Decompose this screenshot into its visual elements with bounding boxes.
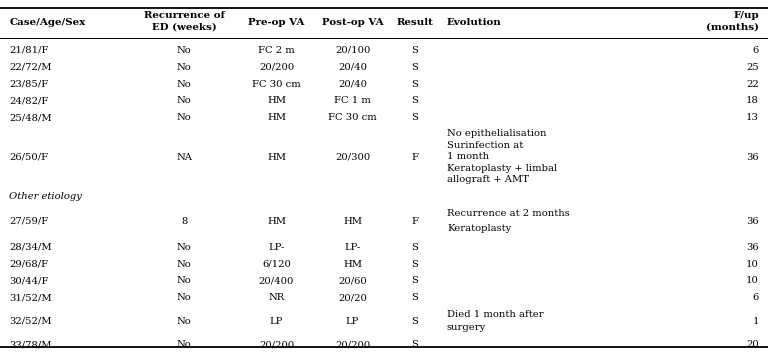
Text: 20/40: 20/40 bbox=[338, 79, 367, 89]
Text: ED (weeks): ED (weeks) bbox=[152, 22, 217, 31]
Text: 8: 8 bbox=[181, 217, 187, 226]
Text: S: S bbox=[412, 46, 418, 55]
Text: 20/40: 20/40 bbox=[338, 62, 367, 72]
Text: No: No bbox=[177, 276, 192, 286]
Text: 28/34/M: 28/34/M bbox=[9, 243, 52, 252]
Text: 36: 36 bbox=[746, 217, 759, 226]
Text: LP: LP bbox=[270, 317, 283, 326]
Text: No: No bbox=[177, 293, 192, 303]
Text: 20/60: 20/60 bbox=[338, 276, 367, 286]
Text: Keratoplasty + limbal: Keratoplasty + limbal bbox=[447, 164, 557, 173]
Text: No: No bbox=[177, 259, 192, 269]
Text: 26/50/F: 26/50/F bbox=[9, 153, 48, 162]
Text: allograft + AMT: allograft + AMT bbox=[447, 175, 529, 185]
Text: 23/85/F: 23/85/F bbox=[9, 79, 48, 89]
Text: HM: HM bbox=[343, 259, 362, 269]
Text: (months): (months) bbox=[706, 22, 759, 31]
Text: FC 2 m: FC 2 m bbox=[258, 46, 295, 55]
Text: LP: LP bbox=[346, 317, 359, 326]
Text: 31/52/M: 31/52/M bbox=[9, 293, 52, 303]
Text: 20/400: 20/400 bbox=[259, 276, 294, 286]
Text: 10: 10 bbox=[746, 259, 759, 269]
Text: S: S bbox=[412, 96, 418, 106]
Text: 20/300: 20/300 bbox=[335, 153, 370, 162]
Text: No: No bbox=[177, 113, 192, 122]
Text: 1: 1 bbox=[753, 317, 759, 326]
Text: S: S bbox=[412, 113, 418, 122]
Text: 25: 25 bbox=[746, 62, 759, 72]
Text: S: S bbox=[412, 276, 418, 286]
Text: S: S bbox=[412, 62, 418, 72]
Text: No: No bbox=[177, 96, 192, 106]
Text: 6: 6 bbox=[753, 46, 759, 55]
Text: No: No bbox=[177, 243, 192, 252]
Text: surgery: surgery bbox=[447, 323, 486, 332]
Text: HM: HM bbox=[267, 217, 286, 226]
Text: S: S bbox=[412, 293, 418, 303]
Text: 29/68/F: 29/68/F bbox=[9, 259, 48, 269]
Text: 20/200: 20/200 bbox=[335, 340, 370, 349]
Text: F: F bbox=[411, 153, 419, 162]
Text: 20/100: 20/100 bbox=[335, 46, 370, 55]
Text: 27/59/F: 27/59/F bbox=[9, 217, 48, 226]
Text: 1 month: 1 month bbox=[447, 152, 489, 161]
Text: FC 30 cm: FC 30 cm bbox=[252, 79, 301, 89]
Text: F: F bbox=[411, 217, 419, 226]
Text: Surinfection at: Surinfection at bbox=[447, 140, 523, 150]
Text: 36: 36 bbox=[746, 243, 759, 252]
Text: 20/20: 20/20 bbox=[338, 293, 367, 303]
Text: 22/72/M: 22/72/M bbox=[9, 62, 51, 72]
Text: Died 1 month after: Died 1 month after bbox=[447, 310, 544, 319]
Text: 20: 20 bbox=[746, 340, 759, 349]
Text: S: S bbox=[412, 243, 418, 252]
Text: 6: 6 bbox=[753, 293, 759, 303]
Text: Case/Age/Sex: Case/Age/Sex bbox=[9, 18, 85, 28]
Text: Post-op VA: Post-op VA bbox=[322, 18, 383, 28]
Text: 18: 18 bbox=[746, 96, 759, 106]
Text: 13: 13 bbox=[746, 113, 759, 122]
Text: 36: 36 bbox=[746, 153, 759, 162]
Text: NA: NA bbox=[177, 153, 192, 162]
Text: FC 1 m: FC 1 m bbox=[334, 96, 371, 106]
Text: 30/44/F: 30/44/F bbox=[9, 276, 48, 286]
Text: No: No bbox=[177, 46, 192, 55]
Text: NR: NR bbox=[268, 293, 285, 303]
Text: LP-: LP- bbox=[344, 243, 361, 252]
Text: Evolution: Evolution bbox=[447, 18, 502, 28]
Text: 6/120: 6/120 bbox=[262, 259, 291, 269]
Text: HM: HM bbox=[267, 113, 286, 122]
Text: HM: HM bbox=[343, 217, 362, 226]
Text: No: No bbox=[177, 62, 192, 72]
Text: LP-: LP- bbox=[268, 243, 285, 252]
Text: HM: HM bbox=[267, 153, 286, 162]
Text: No epithelialisation: No epithelialisation bbox=[447, 129, 547, 138]
Text: S: S bbox=[412, 317, 418, 326]
Text: Other etiology: Other etiology bbox=[9, 192, 82, 201]
Text: F/up: F/up bbox=[733, 11, 759, 20]
Text: 25/48/M: 25/48/M bbox=[9, 113, 52, 122]
Text: Recurrence at 2 months: Recurrence at 2 months bbox=[447, 209, 570, 217]
Text: No: No bbox=[177, 317, 192, 326]
Text: S: S bbox=[412, 259, 418, 269]
Text: Recurrence of: Recurrence of bbox=[144, 11, 225, 20]
Text: FC 30 cm: FC 30 cm bbox=[328, 113, 377, 122]
Text: 20/200: 20/200 bbox=[259, 62, 294, 72]
Text: HM: HM bbox=[267, 96, 286, 106]
Text: 22: 22 bbox=[746, 79, 759, 89]
Text: 33/78/M: 33/78/M bbox=[9, 340, 51, 349]
Text: Keratoplasty: Keratoplasty bbox=[447, 223, 511, 233]
Text: 24/82/F: 24/82/F bbox=[9, 96, 48, 106]
Text: No: No bbox=[177, 340, 192, 349]
Text: Result: Result bbox=[396, 18, 433, 28]
Text: Pre-op VA: Pre-op VA bbox=[248, 18, 305, 28]
Text: 20/200: 20/200 bbox=[259, 340, 294, 349]
Text: 21/81/F: 21/81/F bbox=[9, 46, 48, 55]
Text: 10: 10 bbox=[746, 276, 759, 286]
Text: S: S bbox=[412, 340, 418, 349]
Text: S: S bbox=[412, 79, 418, 89]
Text: No: No bbox=[177, 79, 192, 89]
Text: 32/52/M: 32/52/M bbox=[9, 317, 51, 326]
